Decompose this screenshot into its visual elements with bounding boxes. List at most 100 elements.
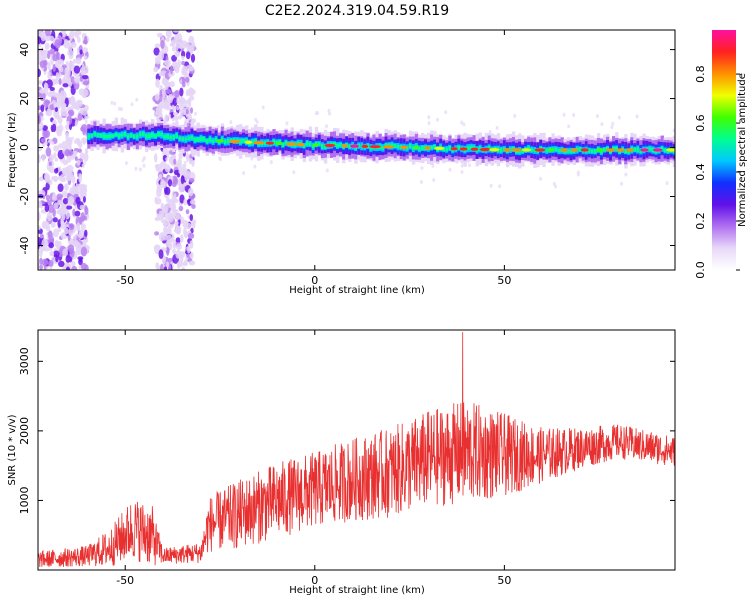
heatmap-cell — [40, 31, 46, 42]
heatmap-cell — [185, 30, 193, 33]
heatmap-cell — [176, 173, 181, 178]
heatmap-cell — [325, 168, 329, 173]
heatmap-cell — [141, 158, 145, 163]
heatmap-cell — [182, 163, 187, 168]
heatmap-cell — [487, 146, 492, 151]
heatmap-cell — [135, 97, 139, 102]
y-tick-label: -40 — [18, 237, 31, 255]
heatmap-cell — [408, 144, 413, 149]
heatmap-cell — [83, 55, 88, 61]
figure-title: C2E2.2024.319.04.59.R19 — [265, 3, 449, 19]
heatmap-cell — [229, 120, 233, 125]
heatmap-cell — [165, 89, 172, 95]
heatmap-cell — [74, 32, 79, 39]
heatmap-cell — [54, 39, 61, 49]
heatmap-cell — [349, 144, 359, 148]
heatmap-cell — [193, 137, 197, 143]
heatmap-cell — [432, 178, 436, 183]
heatmap-cell — [154, 197, 162, 205]
heatmap-cell — [77, 113, 83, 121]
heatmap-cell — [80, 185, 86, 193]
heatmap-cell — [44, 172, 49, 181]
heatmap-cell — [52, 217, 58, 223]
heatmap-cell — [55, 59, 61, 69]
heatmap-cell — [135, 134, 140, 139]
heatmap-cell — [625, 148, 634, 152]
heatmap-cell — [54, 106, 59, 113]
heatmap-cell — [187, 187, 194, 197]
heatmap-cell — [161, 98, 166, 108]
heatmap-cell — [43, 59, 48, 67]
heatmap-cell — [157, 132, 161, 137]
heatmap-cell — [78, 173, 83, 184]
snr-y-ticks: 1000 2000 3000 — [18, 347, 675, 514]
heatmap-cell — [105, 134, 109, 139]
heatmap-cell — [82, 127, 86, 136]
heatmap-cell — [427, 115, 431, 120]
heatmap-cell — [459, 147, 468, 151]
heatmap-cell — [175, 225, 182, 235]
heatmap-cell — [90, 134, 94, 138]
heatmap-cell — [285, 142, 297, 146]
heatmap-cell — [83, 152, 89, 162]
heatmap-cell — [434, 146, 445, 150]
heatmap-cell — [593, 149, 598, 154]
heatmap-cell — [175, 133, 179, 138]
heatmap-cell — [57, 209, 62, 215]
heatmap-cell — [400, 145, 408, 150]
heatmap-cell — [154, 134, 158, 138]
heatmap-cell — [84, 205, 88, 212]
heatmap-cell — [160, 263, 164, 270]
heatmap-cell — [124, 161, 128, 166]
heatmap-cell — [160, 180, 168, 189]
heatmap-cell — [341, 144, 348, 148]
heatmap-cell — [161, 87, 166, 98]
heatmap-cell — [154, 231, 160, 236]
colorbar-tick-label: 0.8 — [694, 65, 707, 83]
heatmap-cell — [57, 175, 63, 181]
heatmap-cell — [57, 116, 63, 125]
heatmap-cell — [68, 49, 74, 60]
heatmap-cell — [665, 181, 669, 186]
heatmap-panel: -50 0 50 -40 -20 0 20 40 Height of straight li… — [7, 29, 676, 296]
heatmap-cell — [77, 36, 81, 44]
heatmap-cell — [45, 110, 53, 117]
heatmap-cell — [75, 196, 81, 205]
heatmap-cell — [369, 145, 381, 149]
heatmap-cell — [513, 113, 517, 118]
heatmap-cell — [40, 138, 46, 143]
heatmap-cell — [457, 145, 461, 150]
heatmap-cell — [190, 53, 196, 63]
heatmap-cell — [132, 134, 137, 139]
heatmap-cell — [48, 161, 53, 167]
heatmap-cell — [57, 183, 64, 192]
heatmap-cell — [171, 54, 177, 62]
heatmap-cell — [57, 131, 62, 137]
heatmap-cell — [120, 133, 125, 137]
heatmap-cell — [176, 261, 181, 269]
heatmap-cell — [269, 160, 273, 165]
heatmap-cell — [660, 146, 665, 151]
heatmap-cell — [547, 148, 555, 152]
heatmap-cell — [327, 108, 331, 113]
heatmap-cell — [126, 134, 131, 139]
heatmap-cell — [171, 181, 177, 187]
heatmap-cell — [96, 133, 100, 138]
heatmap-cell — [76, 57, 82, 65]
heatmap-cell — [81, 108, 88, 116]
heatmap-cell — [50, 222, 56, 228]
heatmap-cell — [164, 212, 170, 220]
heatmap-cell — [156, 166, 162, 172]
heatmap-cell — [172, 208, 177, 218]
heatmap-cell — [324, 143, 336, 148]
heatmap-cell — [181, 76, 186, 85]
heatmap-cell — [67, 244, 75, 253]
y-tick-label: 0 — [18, 144, 31, 151]
colorbar-ticks: 0.0 0.2 0.4 0.6 0.8 — [694, 65, 740, 279]
heatmap-cell — [76, 101, 83, 108]
colorbar-gradient — [712, 30, 736, 270]
heatmap-cell — [39, 88, 46, 94]
snr-panel: -50 0 50 1000 2000 3000 Height of straight l… — [7, 329, 676, 596]
heatmap-cell — [436, 117, 440, 122]
heatmap-cell — [84, 119, 88, 124]
